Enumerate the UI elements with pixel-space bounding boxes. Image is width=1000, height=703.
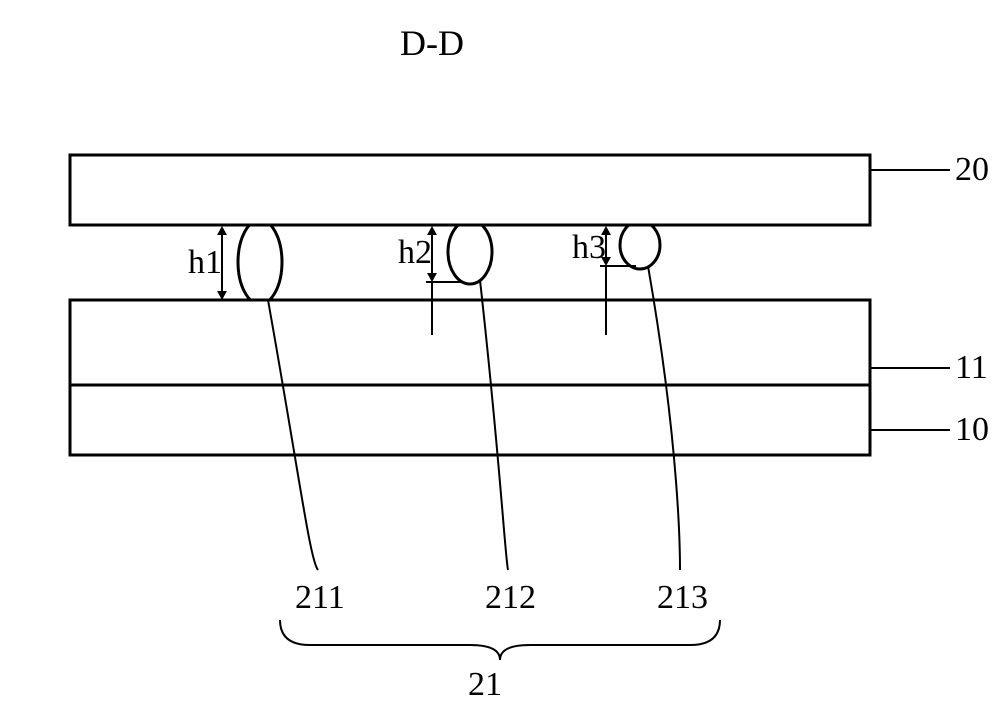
leader-label-212: 212 <box>485 579 536 616</box>
leader-211 <box>268 300 318 570</box>
callout-label-11: 11 <box>955 349 988 386</box>
callout-label-10: 10 <box>955 411 989 448</box>
arrowhead <box>427 273 437 282</box>
ellipse-213 <box>620 221 660 269</box>
callout-label-20: 20 <box>955 151 989 188</box>
section-label: D-D <box>400 23 464 63</box>
leader-212 <box>480 280 508 570</box>
layer-bottom <box>70 385 870 455</box>
layer-top <box>70 155 870 225</box>
ellipse-211 <box>238 220 282 304</box>
ellipse-212 <box>448 220 492 284</box>
layer-middle <box>70 300 870 385</box>
brace-label-21: 21 <box>468 666 502 703</box>
leader-213 <box>648 266 680 570</box>
h3-label: h3 <box>572 229 606 266</box>
arrowhead <box>217 226 227 235</box>
h2-label: h2 <box>398 234 432 271</box>
h1-label: h1 <box>188 244 222 281</box>
leader-label-211: 211 <box>295 579 345 616</box>
brace-21 <box>280 620 720 660</box>
leader-label-213: 213 <box>657 579 708 616</box>
